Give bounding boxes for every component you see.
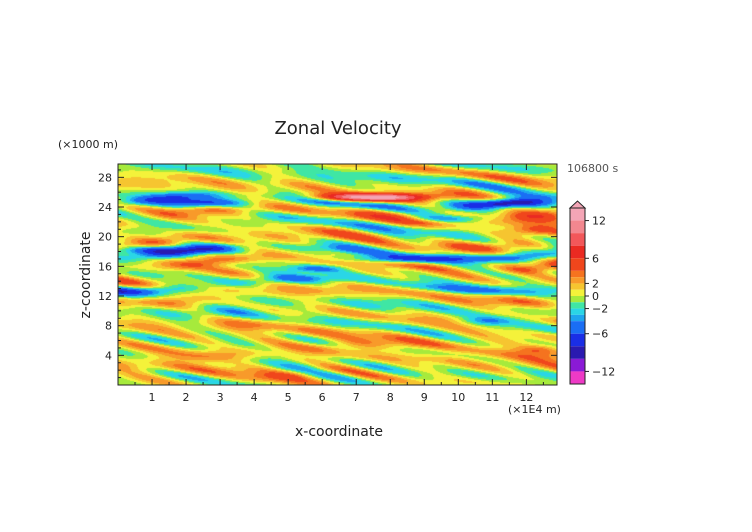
colorbar-level [570,277,585,284]
y-unit-label: (×1000 m) [58,138,118,151]
colorbar-level [570,289,585,296]
x-tick-label: 10 [451,391,465,404]
x-tick-label: 11 [485,391,499,404]
colorbar-level [570,208,585,221]
x-ticks: 1 2 3 4 5 6 7 8 9 10 11 12 [134,164,544,404]
plot-frame [117,163,558,386]
x-tick-label: 9 [421,391,428,404]
y-tick-label: 8 [105,320,112,333]
colorbar-tick-label: 2 [592,277,599,290]
x-axis-label: x-coordinate [295,424,383,440]
y-tick-label: 24 [98,201,112,214]
x-tick-label: 5 [285,391,292,404]
colorbar-level [570,358,585,372]
time-label: 106800 s [567,162,618,175]
x-tick-label: 1 [149,391,156,404]
colorbar-level [570,308,585,315]
colorbar-tick-label: 0 [592,290,599,303]
colorbar-level [570,245,585,259]
colorbar-level [570,333,585,347]
colorbar-level [570,371,585,384]
colorbar-level [570,258,585,271]
x-unit-label: (×1E4 m) [508,403,561,416]
colorbar-level [570,346,585,359]
y-tick-label: 16 [98,260,112,273]
x-tick-label: 6 [319,391,326,404]
colorbar-level [570,314,585,322]
x-tick-label: 12 [519,391,533,404]
colorbar-level [570,296,585,303]
y-axis-label: z-coordinate [78,231,94,318]
colorbar-level [570,321,585,334]
x-tick-label: 4 [251,391,258,404]
colorbar-tick-label: −6 [592,328,608,341]
chart-title: Zonal Velocity [274,118,401,139]
colorbar-tick-label: −12 [592,365,615,378]
y-tick-label: 4 [105,349,112,362]
y-ticks: 4 8 12 16 20 24 28 [98,169,557,379]
y-tick-label: 28 [98,171,112,184]
colorbar-tick-label: 12 [592,215,606,228]
colorbar-level [570,283,585,290]
colorbar: 12 6 20−2 −6 −12 [568,200,615,385]
colorbar-tick-label: −2 [592,303,608,316]
colorbar-level [570,270,585,278]
x-tick-label: 7 [353,391,360,404]
colorbar-level [570,302,585,309]
colorbar-tick-label: 6 [592,252,599,265]
colorbar-level [570,220,585,234]
colorbar-max-arrow [568,200,587,209]
y-tick-label: 20 [98,231,112,244]
x-tick-label: 2 [183,391,190,404]
colorbar-level [570,233,585,246]
contour-field [118,164,557,385]
y-tick-label: 12 [98,290,112,303]
x-tick-label: 8 [387,391,394,404]
x-tick-label: 3 [217,391,224,404]
